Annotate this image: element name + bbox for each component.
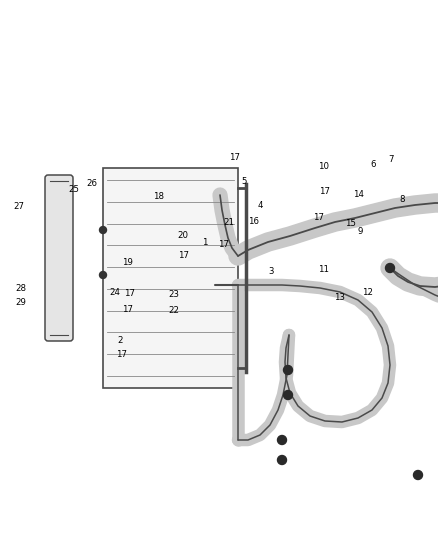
Text: 22: 22	[169, 306, 180, 314]
Text: 17: 17	[229, 153, 240, 161]
Text: 17: 17	[124, 289, 135, 297]
Text: 11: 11	[318, 265, 329, 273]
Circle shape	[99, 227, 106, 233]
Text: 2: 2	[118, 336, 123, 344]
Text: 17: 17	[116, 350, 127, 359]
Text: 15: 15	[345, 220, 356, 228]
Text: 13: 13	[334, 293, 345, 302]
Text: 7: 7	[388, 156, 393, 164]
Text: 17: 17	[121, 305, 133, 313]
Circle shape	[278, 435, 286, 445]
Text: 20: 20	[177, 231, 189, 240]
Circle shape	[385, 263, 395, 272]
Text: 17: 17	[177, 252, 189, 260]
Circle shape	[99, 271, 106, 279]
Text: 16: 16	[247, 217, 259, 225]
Text: 24: 24	[109, 288, 120, 296]
Text: 28: 28	[15, 285, 27, 293]
Circle shape	[283, 366, 293, 375]
FancyBboxPatch shape	[45, 175, 73, 341]
Text: 1: 1	[202, 238, 208, 247]
Text: 17: 17	[318, 188, 330, 196]
Text: 3: 3	[268, 268, 273, 276]
Text: 9: 9	[357, 228, 363, 236]
Text: 6: 6	[371, 160, 376, 168]
Circle shape	[278, 456, 286, 464]
Text: 8: 8	[399, 196, 405, 204]
Circle shape	[413, 471, 423, 480]
Circle shape	[283, 391, 293, 400]
Text: 23: 23	[169, 290, 180, 298]
Text: 4: 4	[258, 201, 263, 209]
Text: 25: 25	[68, 185, 79, 193]
Text: 26: 26	[86, 180, 98, 188]
Text: 12: 12	[362, 288, 374, 296]
Text: 17: 17	[218, 240, 229, 248]
Text: 29: 29	[16, 298, 26, 307]
Text: 19: 19	[122, 258, 132, 266]
Text: 10: 10	[318, 162, 329, 171]
Text: 21: 21	[223, 219, 234, 227]
Text: 14: 14	[353, 190, 364, 199]
Text: 27: 27	[13, 203, 24, 211]
Text: 17: 17	[313, 213, 325, 222]
Bar	[103, 168, 238, 388]
Text: 5: 5	[242, 177, 247, 185]
Text: 18: 18	[153, 192, 164, 200]
